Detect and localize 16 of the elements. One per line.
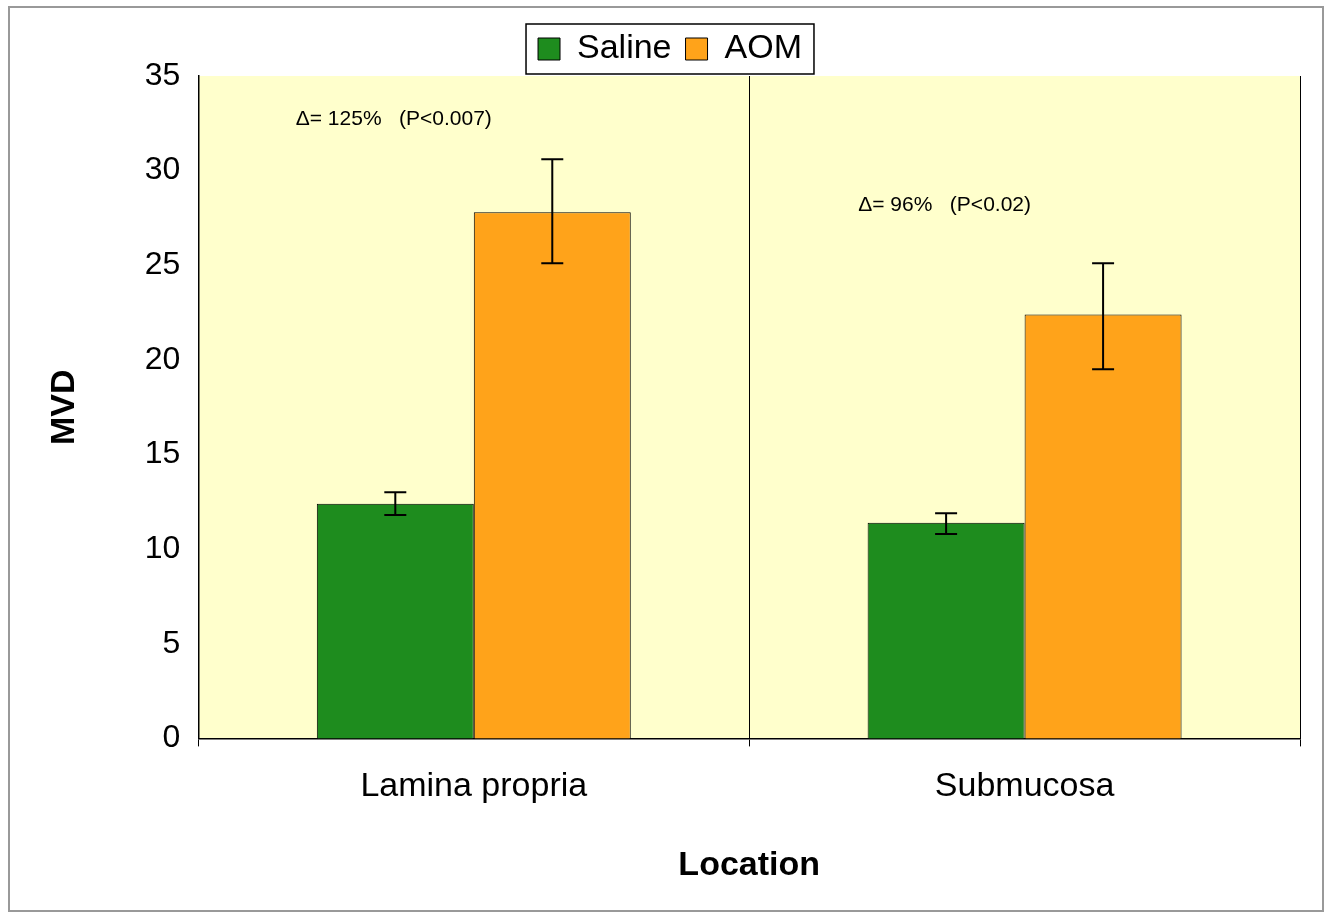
y-tick-label: 5 bbox=[162, 623, 181, 660]
legend-label: AOM bbox=[724, 27, 802, 66]
x-tick-label: Submucosa bbox=[934, 765, 1115, 804]
y-tick-label: 35 bbox=[144, 55, 181, 92]
annotation: Δ= 96% (P<0.02) bbox=[858, 191, 1031, 215]
y-tick-label: 15 bbox=[144, 434, 181, 471]
y-tick-label: 0 bbox=[162, 718, 181, 755]
y-tick-label: 10 bbox=[144, 528, 181, 565]
y-tick-label: 30 bbox=[144, 150, 181, 187]
x-tick-label: Lamina propria bbox=[360, 765, 588, 804]
y-tick-label: 20 bbox=[144, 339, 181, 376]
y-axis-title: MVD bbox=[42, 369, 81, 445]
legend-label: Saline bbox=[577, 27, 672, 66]
x-axis-title: Location bbox=[678, 843, 821, 882]
y-tick-label: 25 bbox=[144, 245, 181, 282]
annotation: Δ= 125% (P<0.007) bbox=[295, 105, 492, 129]
